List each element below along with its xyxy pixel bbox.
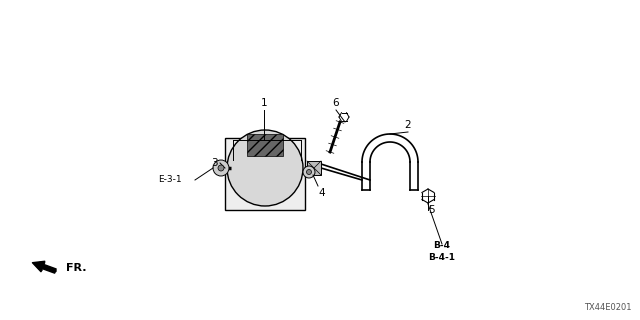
Text: 1: 1 bbox=[260, 98, 268, 108]
Text: FR.: FR. bbox=[66, 263, 86, 273]
Text: 6: 6 bbox=[333, 98, 339, 108]
Bar bbox=[247, 134, 283, 156]
Circle shape bbox=[303, 166, 315, 178]
Text: B-4: B-4 bbox=[433, 242, 451, 251]
Text: 4: 4 bbox=[318, 188, 324, 198]
Text: 2: 2 bbox=[404, 120, 412, 130]
Text: TX44E0201: TX44E0201 bbox=[584, 303, 632, 312]
Text: 3: 3 bbox=[211, 158, 218, 168]
Circle shape bbox=[227, 130, 303, 206]
Text: B-4-1: B-4-1 bbox=[429, 253, 456, 262]
Text: E-3-1: E-3-1 bbox=[158, 175, 182, 185]
Circle shape bbox=[218, 165, 224, 171]
Text: 5: 5 bbox=[428, 205, 435, 215]
Bar bbox=[225, 138, 305, 210]
Circle shape bbox=[307, 170, 312, 174]
Circle shape bbox=[213, 160, 229, 176]
Bar bbox=[307, 161, 321, 175]
